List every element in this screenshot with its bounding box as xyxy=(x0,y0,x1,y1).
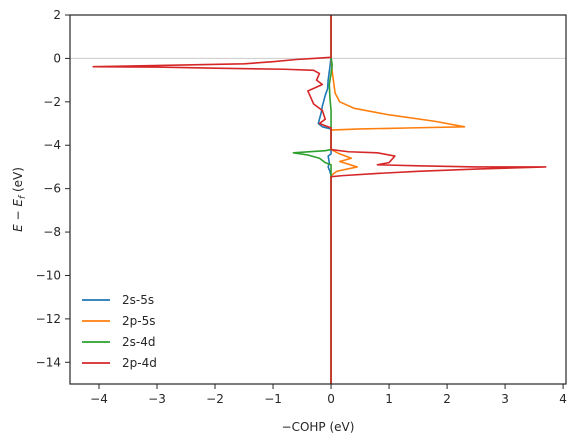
y-tick-label: −6 xyxy=(43,182,61,196)
y-tick-label: −8 xyxy=(43,225,61,239)
x-tick-label: −1 xyxy=(264,392,282,406)
y-tick-label: 2 xyxy=(53,8,61,22)
legend-label: 2p-5s xyxy=(122,314,155,328)
series-line-2p-4d xyxy=(92,15,547,384)
x-tick-label: 3 xyxy=(501,392,509,406)
legend-item-2p-4d: 2p-4d xyxy=(82,356,157,370)
legend-item-2s-4d: 2s-4d xyxy=(82,335,155,349)
series-line-2p-5s xyxy=(330,15,466,384)
x-tick-label: 2 xyxy=(443,392,451,406)
x-axis-label: −COHP (eV) xyxy=(282,420,355,434)
y-axis-label: E − Ef (eV) xyxy=(11,167,28,232)
y-tick-label: −10 xyxy=(36,268,61,282)
x-tick-label: 1 xyxy=(385,392,393,406)
series-line-2s-5s xyxy=(317,15,332,384)
legend-label: 2p-4d xyxy=(122,356,157,370)
legend: 2s-5s 2p-5s 2s-4d 2p-4d xyxy=(82,293,157,370)
legend-item-2p-5s: 2p-5s xyxy=(82,314,155,328)
series-layer xyxy=(92,15,547,384)
x-tick-label: 4 xyxy=(559,392,567,406)
x-tick-label: 0 xyxy=(327,392,335,406)
legend-label: 2s-5s xyxy=(122,293,154,307)
legend-label: 2s-4d xyxy=(122,335,155,349)
x-tick-label: −3 xyxy=(148,392,166,406)
legend-item-2s-5s: 2s-5s xyxy=(82,293,154,307)
axes-frame xyxy=(69,14,567,385)
y-tick-label: −14 xyxy=(36,355,61,369)
plot-area xyxy=(70,15,566,384)
y-tick-label: 0 xyxy=(53,51,61,65)
axes-layer: −4 −3 −2 −1 0 1 2 3 420−2−4−6−8−10−12−14−COHP (e… xyxy=(11,8,567,434)
y-tick-label: −4 xyxy=(43,138,61,152)
x-tick-label: −2 xyxy=(206,392,224,406)
y-tick-label: −12 xyxy=(36,312,61,326)
x-tick-label: −4 xyxy=(90,392,108,406)
y-tick-label: −2 xyxy=(43,95,61,109)
